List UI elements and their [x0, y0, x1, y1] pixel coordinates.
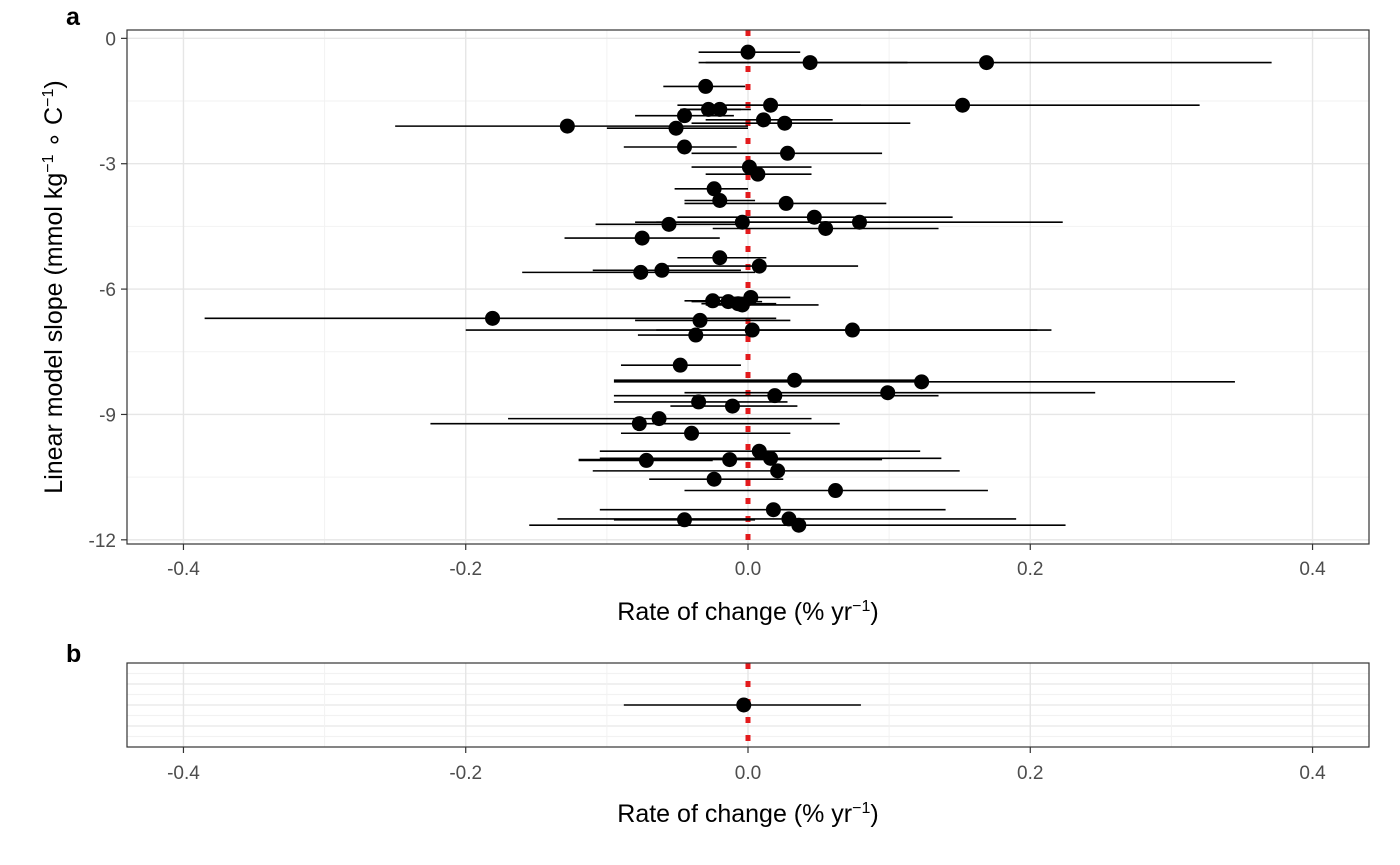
data-point: [692, 312, 708, 328]
y-tick-label: -9: [99, 405, 116, 426]
data-point: [706, 471, 722, 487]
data-point: [712, 192, 728, 208]
data-point: [724, 398, 740, 414]
x-tick-label: 0.0: [735, 763, 761, 784]
data-point: [763, 450, 779, 466]
panel-a-y-axis: 0 -3 -6 -9 -12: [89, 29, 127, 552]
data-point: [734, 297, 750, 313]
data-point: [780, 145, 796, 161]
data-point: [787, 372, 803, 388]
data-point: [750, 166, 766, 182]
panel-tag-b: b: [66, 640, 81, 668]
data-point: [770, 463, 786, 479]
data-point: [705, 293, 721, 309]
panel-b-x-axis: -0.4 -0.2 0.0 0.2 0.4: [167, 747, 1326, 784]
x-tick-label: 0.4: [1299, 559, 1326, 580]
data-point: [676, 108, 692, 124]
data-point: [654, 262, 670, 278]
data-point: [744, 322, 760, 338]
data-point: [763, 97, 779, 113]
data-point: [751, 258, 767, 274]
data-point: [712, 101, 728, 117]
data-point: [844, 322, 860, 338]
data-point: [651, 411, 667, 427]
data-point: [559, 118, 575, 134]
data-point: [955, 97, 971, 113]
panel-a-marks: [204, 44, 1272, 533]
data-point: [767, 388, 783, 404]
data-point: [638, 452, 654, 468]
data-point: [672, 357, 688, 373]
data-point: [631, 416, 647, 432]
data-point: [700, 101, 716, 117]
data-point: [818, 220, 834, 236]
data-point: [688, 327, 704, 343]
data-point: [634, 230, 650, 246]
data-point: [751, 443, 767, 459]
data-point: [668, 120, 684, 136]
panel-a: -0.4 -0.2 0.0 0.2 0.4 0 -3 -6 -9 -12 Rate of cha…: [40, 29, 1370, 626]
panel-a-y-axis-title: Linear model slope (mmol kg−1 ∘ C−1): [40, 80, 68, 493]
data-point: [661, 216, 677, 232]
data-point: [756, 112, 772, 128]
data-point: [706, 181, 722, 197]
panel-b-x-axis-title: Rate of change (% yr−1): [617, 800, 878, 828]
data-point: [914, 374, 930, 390]
y-tick-label: -12: [89, 531, 116, 552]
data-point: [712, 250, 728, 266]
data-point: [765, 502, 781, 518]
data-point: [778, 195, 794, 211]
y-tick-label: 0: [105, 29, 116, 50]
data-point: [806, 209, 822, 225]
x-tick-label: 0.2: [1017, 559, 1043, 580]
y-tick-label: -3: [99, 155, 116, 176]
data-point: [851, 214, 867, 230]
panel-b-marks: [623, 697, 861, 713]
x-tick-label: -0.2: [449, 559, 482, 580]
x-tick-label: -0.4: [167, 559, 200, 580]
data-point: [698, 78, 714, 94]
x-tick-label: -0.4: [167, 763, 200, 784]
data-point: [880, 385, 896, 401]
data-point: [736, 697, 752, 713]
data-point: [802, 55, 818, 71]
x-tick-label: 0.4: [1299, 763, 1326, 784]
data-point: [979, 55, 995, 71]
panel-b: -0.4 -0.2 0.0 0.2 0.4 Rate of change (% yr−1…: [126, 662, 1370, 828]
data-point: [684, 425, 700, 441]
x-tick-label: 0.2: [1017, 763, 1043, 784]
panel-tag-a: a: [66, 3, 81, 31]
data-point: [740, 44, 756, 60]
data-point: [691, 394, 707, 410]
data-point: [828, 483, 844, 499]
data-point: [676, 139, 692, 155]
data-point: [777, 115, 793, 131]
x-tick-label: 0.0: [735, 559, 761, 580]
data-point: [734, 214, 750, 230]
data-point: [722, 452, 738, 468]
panel-a-x-axis: -0.4 -0.2 0.0 0.2 0.4: [167, 544, 1326, 580]
y-tick-label: -6: [99, 280, 116, 301]
panel-a-x-axis-title: Rate of change (% yr−1): [617, 598, 878, 626]
x-tick-label: -0.2: [449, 763, 482, 784]
data-point: [485, 310, 501, 326]
data-point: [676, 512, 692, 528]
data-point: [633, 264, 649, 280]
data-point: [791, 517, 807, 533]
